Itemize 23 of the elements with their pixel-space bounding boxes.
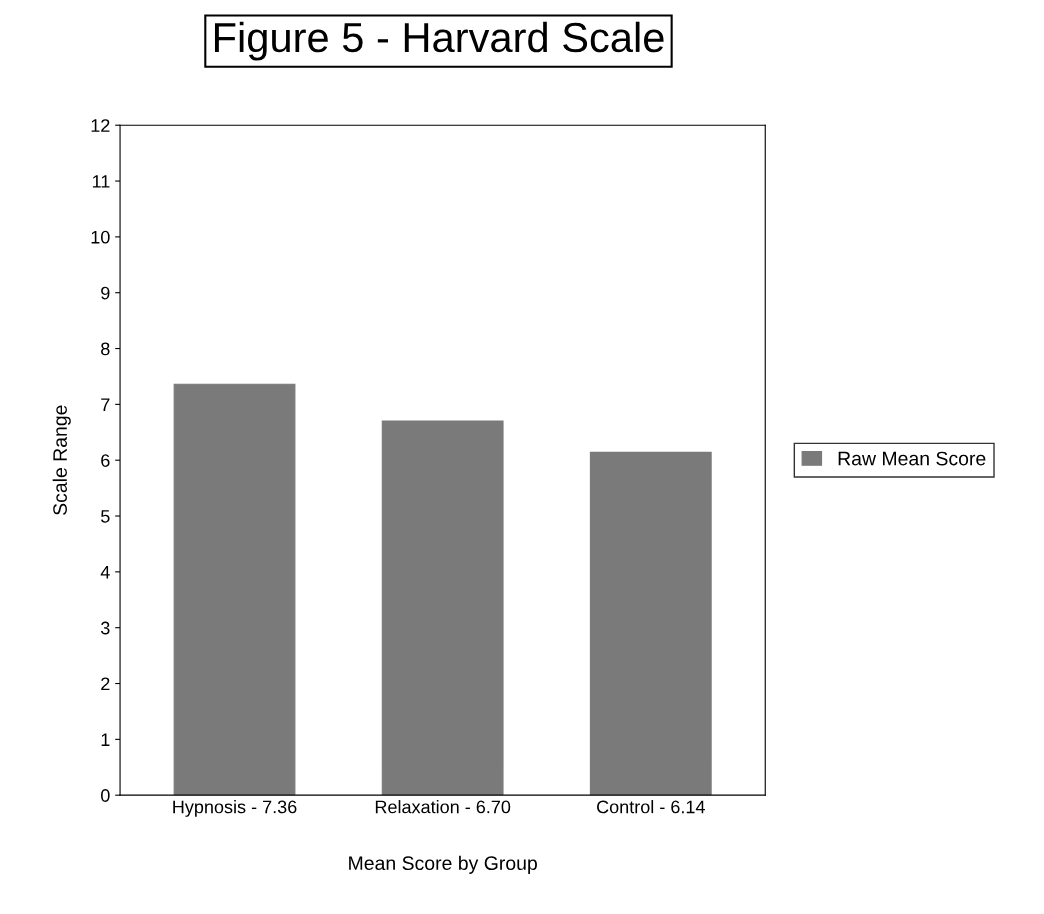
x-axis-title: Mean Score by Group	[349, 855, 537, 874]
x-tick-label: Hypnosis - 7.36	[173, 800, 297, 817]
y-tick-label: 3	[100, 621, 110, 635]
bar	[381, 420, 504, 796]
y-tick-label: 7	[101, 398, 110, 411]
y-tick-label: 11	[92, 175, 110, 188]
legend-label: Raw Mean Score	[838, 451, 986, 466]
chart-title: Figure 5 - Harvard Scale	[214, 21, 664, 61]
x-tick-label: Relaxation - 6.70	[375, 800, 511, 814]
y-tick-label: 1	[101, 733, 110, 746]
bar	[589, 451, 712, 796]
y-tick-label: 6	[101, 454, 110, 467]
y-tick-label: 12	[91, 119, 110, 132]
y-tick-label: 8	[101, 342, 110, 356]
y-tick-label: 0	[101, 789, 110, 802]
y-tick-label: 9	[101, 286, 110, 300]
bar	[173, 383, 296, 796]
y-axis-title: Scale Range	[52, 405, 71, 515]
y-tick-label: 5	[101, 510, 110, 523]
y-tick-label: 4	[100, 565, 110, 579]
y-tick-label: 2	[101, 677, 110, 691]
x-tick-label: Control - 6.14	[597, 800, 705, 814]
y-tick-label: 10	[91, 230, 110, 244]
